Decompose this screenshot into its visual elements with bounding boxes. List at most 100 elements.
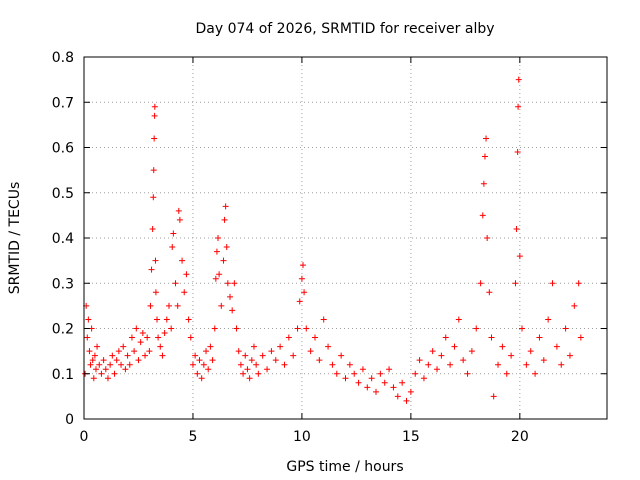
data-point: [468, 348, 475, 355]
data-point: [300, 262, 307, 269]
data-point: [373, 388, 380, 395]
data-point: [240, 370, 247, 377]
data-point: [142, 352, 149, 359]
data-point: [281, 361, 288, 368]
data-point: [442, 334, 449, 341]
data-point: [460, 357, 467, 364]
data-point: [222, 203, 229, 210]
data-point: [212, 275, 219, 282]
x-tick-label: 0: [80, 429, 89, 445]
data-point: [338, 352, 345, 359]
data-point: [147, 302, 154, 309]
data-point: [394, 393, 401, 400]
data-point: [508, 352, 515, 359]
data-point: [113, 357, 120, 364]
data-point: [495, 361, 502, 368]
data-point: [165, 302, 172, 309]
data-point: [122, 366, 129, 373]
data-point: [355, 379, 362, 386]
data-point: [483, 135, 490, 142]
data-point: [215, 235, 222, 241]
data-point: [527, 348, 534, 355]
chart-title: Day 074 of 2026, SRMTID for receiver alb…: [195, 21, 494, 37]
data-point: [187, 334, 194, 341]
data-point: [540, 357, 547, 364]
data-point: [515, 76, 522, 83]
y-tick-label: 0.8: [52, 50, 74, 66]
data-point: [416, 357, 423, 364]
data-point: [325, 343, 332, 350]
axis-ticks: 0 0.1 0.2 0.3 0.4 0.5 0.6 0.7 0.8 0 5 10 15 20: [52, 50, 607, 445]
data-point: [438, 352, 445, 359]
data-point: [246, 375, 253, 382]
data-point: [176, 216, 183, 223]
y-tick-label: 0.5: [52, 186, 74, 202]
data-point: [499, 343, 506, 350]
data-point: [259, 352, 266, 359]
data-point: [311, 334, 318, 341]
data-point: [381, 379, 388, 386]
data-point: [451, 343, 458, 350]
data-point: [98, 370, 105, 377]
data-point: [131, 348, 138, 355]
data-point: [126, 361, 133, 368]
data-point: [213, 248, 220, 255]
data-point: [161, 330, 168, 337]
data-point: [486, 289, 493, 296]
data-point: [224, 280, 231, 287]
data-point: [85, 316, 92, 323]
data-point: [553, 343, 560, 350]
data-point: [294, 325, 301, 332]
data-point: [189, 361, 196, 368]
data-point: [244, 366, 251, 373]
data-point: [447, 361, 454, 368]
data-point: [558, 361, 565, 368]
data-point: [532, 370, 539, 377]
data-point: [514, 149, 521, 156]
data-point: [333, 370, 340, 377]
data-point: [104, 375, 111, 382]
data-point: [407, 388, 414, 395]
data-point: [562, 325, 569, 332]
data-point: [301, 289, 308, 296]
data-point: [320, 316, 327, 323]
data-point: [89, 357, 96, 364]
data-point: [513, 225, 520, 232]
data-point: [420, 375, 427, 382]
data-point: [211, 325, 218, 332]
data-point: [253, 361, 260, 368]
data-point: [235, 348, 242, 355]
y-axis-label: SRMTID / TECUs: [7, 182, 23, 295]
data-point: [163, 316, 170, 323]
data-point: [139, 330, 146, 337]
data-point: [151, 112, 158, 119]
data-point: [192, 352, 199, 359]
data-point: [91, 352, 98, 359]
data-point: [148, 266, 155, 273]
data-point: [516, 253, 523, 260]
data-point: [571, 302, 578, 309]
data-point: [128, 334, 135, 341]
data-point: [120, 343, 127, 350]
data-point: [316, 357, 323, 364]
data-point: [237, 361, 244, 368]
data-point: [102, 366, 109, 373]
data-point: [157, 343, 164, 350]
data-point: [94, 343, 101, 350]
data-point: [434, 366, 441, 373]
data-point: [221, 216, 228, 223]
data-point: [386, 366, 393, 373]
data-point: [285, 334, 292, 341]
data-point: [84, 334, 91, 341]
data-point: [152, 257, 159, 264]
data-point: [100, 357, 107, 364]
data-point: [92, 366, 99, 373]
data-point: [149, 225, 156, 232]
data-point: [168, 325, 175, 332]
data-point: [264, 366, 271, 373]
data-point: [255, 370, 262, 377]
data-point: [296, 298, 303, 305]
data-point: [303, 325, 310, 332]
data-point: [503, 370, 510, 377]
